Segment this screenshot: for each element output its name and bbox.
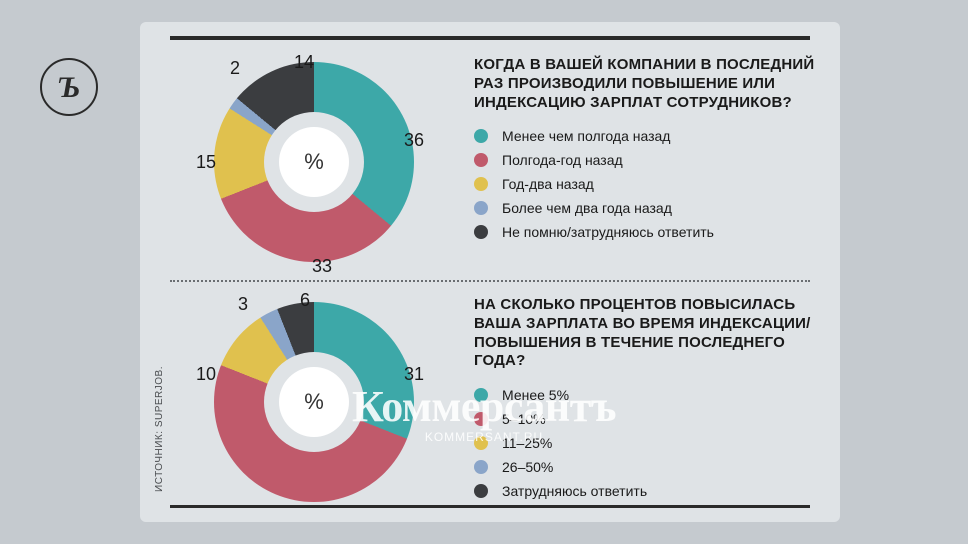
- kommersant-logo-icon: Ъ: [30, 48, 108, 126]
- slice-value-label: 14: [294, 52, 314, 73]
- chart-block-1: % 36 33 15 2 14 КОГДА В ВАШЕЙ КОМПАНИИ В ПОС…: [184, 48, 824, 278]
- legend-swatch: [474, 129, 488, 143]
- slice-value-label: 31: [404, 364, 424, 385]
- slice-value-label: 3: [238, 294, 248, 315]
- slice-value-label: 15: [196, 152, 216, 173]
- svg-text:Ъ: Ъ: [58, 71, 81, 104]
- legend-swatch: [474, 177, 488, 191]
- chart-block-2: % 31 10 3 6 НА СКОЛЬКО ПРОЦЕНТОВ ПОВЫСИЛАСЬ…: [184, 288, 824, 518]
- legend-swatch: [474, 484, 488, 498]
- legend-swatch: [474, 388, 488, 402]
- legend-label: Полгода-год назад: [502, 152, 623, 168]
- legend-label: Год-два назад: [502, 176, 594, 192]
- legend-label: Не помню/затрудняюсь ответить: [502, 224, 714, 240]
- legend-1: Менее чем полгода назад Полгода-год назад…: [474, 128, 824, 240]
- legend-label: 11–25%: [502, 435, 552, 451]
- legend-row: Затрудняюсь ответить: [474, 483, 824, 499]
- legend-swatch: [474, 412, 488, 426]
- dotted-divider: [170, 280, 810, 282]
- legend-label: Менее чем полгода назад: [502, 128, 670, 144]
- question-2: НА СКОЛЬКО ПРОЦЕНТОВ ПОВЫСИЛАСЬ ВАША ЗАР…: [474, 296, 824, 371]
- legend-row: Полгода-год назад: [474, 152, 824, 168]
- donut-2: % 31 10 3 6: [194, 292, 434, 512]
- legend-2: Менее 5% 5–10% 11–25% 26–50% Затрудняюсь отв…: [474, 387, 824, 499]
- legend-swatch: [474, 153, 488, 167]
- center-percent-2: %: [279, 367, 349, 437]
- legend-row: 26–50%: [474, 459, 824, 475]
- legend-label: 26–50%: [502, 459, 553, 475]
- center-percent-1: %: [279, 127, 349, 197]
- question-1: КОГДА В ВАШЕЙ КОМПАНИИ В ПОСЛЕДНИЙ РАЗ П…: [474, 56, 824, 112]
- slice-value-label: 6: [300, 290, 310, 311]
- source-label: ИСТОЧНИК: SUPERJOB.: [154, 366, 165, 492]
- slice-value-label: 10: [196, 364, 216, 385]
- legend-label: Затрудняюсь ответить: [502, 483, 647, 499]
- legend-label: Менее 5%: [502, 387, 569, 403]
- legend-swatch: [474, 460, 488, 474]
- legend-row: Более чем два года назад: [474, 200, 824, 216]
- legend-swatch: [474, 201, 488, 215]
- legend-swatch: [474, 225, 488, 239]
- legend-row: 5–10%: [474, 411, 824, 427]
- legend-row: Менее 5%: [474, 387, 824, 403]
- top-rule: [170, 36, 810, 40]
- legend-row: 11–25%: [474, 435, 824, 451]
- donut-1: % 363315214: [194, 52, 434, 272]
- slice-value-label: 2: [230, 58, 240, 79]
- infographic-card: ИСТОЧНИК: SUPERJOB. % 363315214 КОГДА В …: [140, 22, 840, 522]
- legend-label: Более чем два года назад: [502, 200, 672, 216]
- legend-row: Год-два назад: [474, 176, 824, 192]
- slice-value-label: 33: [312, 256, 332, 277]
- legend-swatch: [474, 436, 488, 450]
- legend-row: Менее чем полгода назад: [474, 128, 824, 144]
- legend-label: 5–10%: [502, 411, 546, 427]
- legend-row: Не помню/затрудняюсь ответить: [474, 224, 824, 240]
- slice-value-label: 36: [404, 130, 424, 151]
